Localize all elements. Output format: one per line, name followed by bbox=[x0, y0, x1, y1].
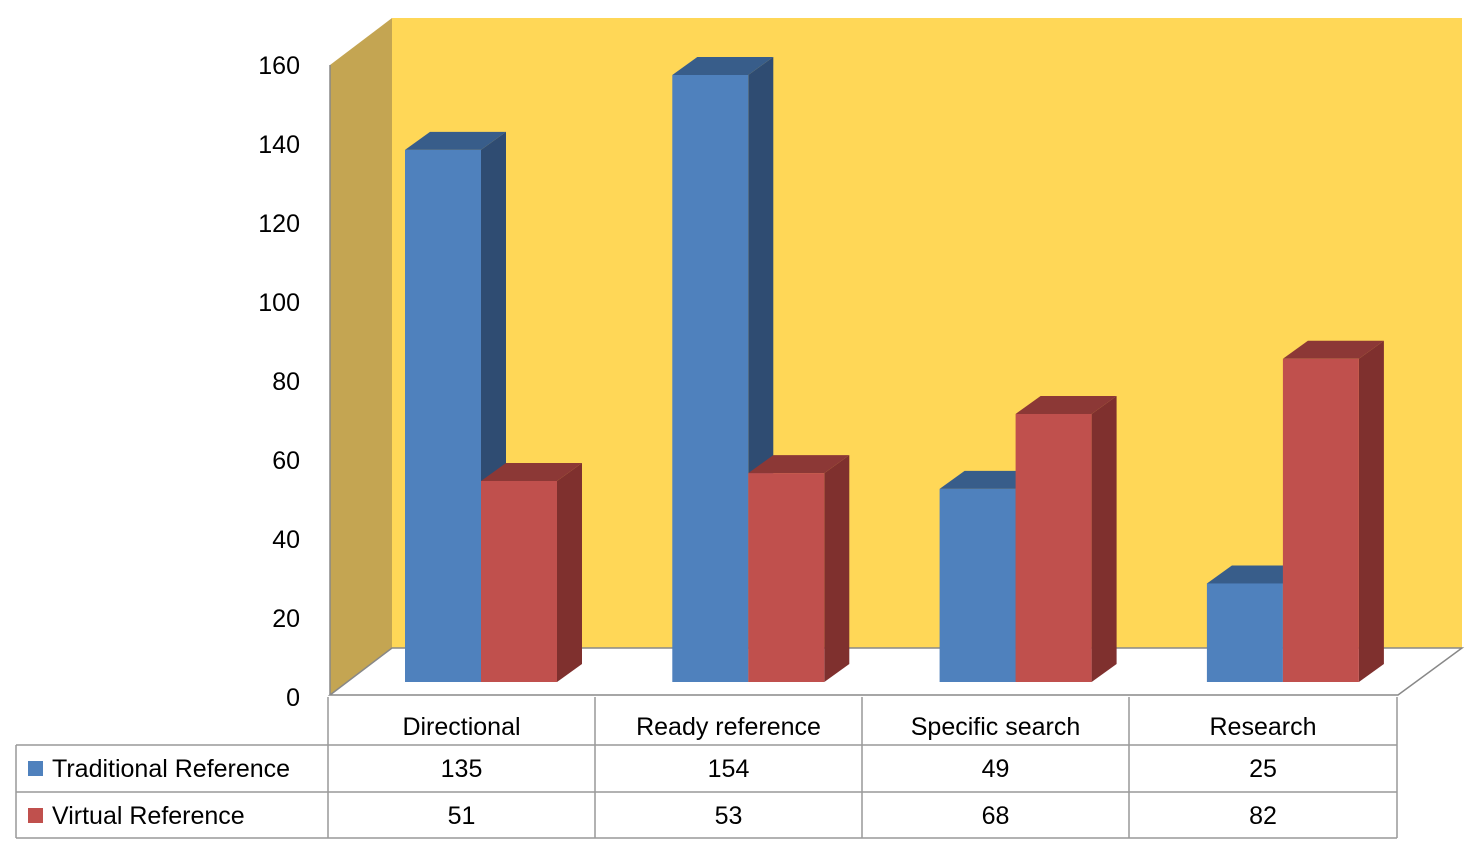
bar-top bbox=[1282, 340, 1384, 359]
bar-top bbox=[672, 57, 774, 75]
category-label: Specific search bbox=[911, 713, 1081, 741]
bar-side bbox=[557, 462, 582, 682]
data-table-value: 82 bbox=[1249, 802, 1277, 830]
bar-virtual-reference bbox=[1282, 358, 1359, 682]
legend-swatch bbox=[28, 761, 43, 776]
bar-side bbox=[1358, 340, 1384, 682]
bar-side bbox=[1091, 395, 1117, 682]
floor bbox=[327, 647, 1465, 696]
bar-traditional-reference bbox=[405, 149, 481, 682]
bar-top bbox=[748, 455, 850, 474]
data-table-value: 135 bbox=[441, 755, 483, 783]
category-label: Directional bbox=[402, 713, 520, 741]
category-label: Research bbox=[1210, 713, 1317, 741]
legend-label: Virtual Reference bbox=[52, 802, 245, 830]
bar-top bbox=[1015, 395, 1117, 414]
bar-side bbox=[824, 455, 850, 682]
y-tick-label: 120 bbox=[258, 210, 300, 238]
bar-top bbox=[939, 470, 1041, 489]
data-table-value: 51 bbox=[448, 802, 476, 830]
data-table-value: 25 bbox=[1249, 755, 1277, 783]
y-tick-label: 0 bbox=[286, 684, 300, 712]
bar-traditional-reference bbox=[1206, 583, 1283, 682]
y-tick-label: 80 bbox=[272, 368, 300, 396]
legend-label: Traditional Reference bbox=[52, 755, 290, 783]
y-tick-label: 140 bbox=[258, 131, 300, 159]
data-table-value: 68 bbox=[982, 802, 1010, 830]
bar-traditional-reference bbox=[672, 75, 749, 682]
side-wall bbox=[330, 18, 392, 695]
data-table-value: 49 bbox=[982, 755, 1010, 783]
bar-virtual-reference bbox=[481, 480, 557, 682]
bar-top bbox=[405, 131, 506, 150]
back-wall bbox=[392, 18, 1462, 648]
bar-virtual-reference bbox=[1015, 413, 1092, 682]
legend-swatch bbox=[28, 808, 43, 823]
bar-traditional-reference bbox=[939, 488, 1016, 682]
data-table-value: 154 bbox=[708, 755, 750, 783]
data-table-value: 53 bbox=[715, 802, 743, 830]
y-tick-label: 40 bbox=[272, 526, 300, 554]
category-label: Ready reference bbox=[636, 713, 821, 741]
y-tick-label: 60 bbox=[272, 447, 300, 475]
y-tick-label: 100 bbox=[258, 289, 300, 317]
bar-virtual-reference bbox=[748, 473, 825, 682]
bar-top bbox=[1206, 565, 1308, 584]
bar-top bbox=[481, 462, 582, 481]
y-tick-label: 160 bbox=[258, 52, 300, 80]
y-tick-label: 20 bbox=[272, 605, 300, 633]
